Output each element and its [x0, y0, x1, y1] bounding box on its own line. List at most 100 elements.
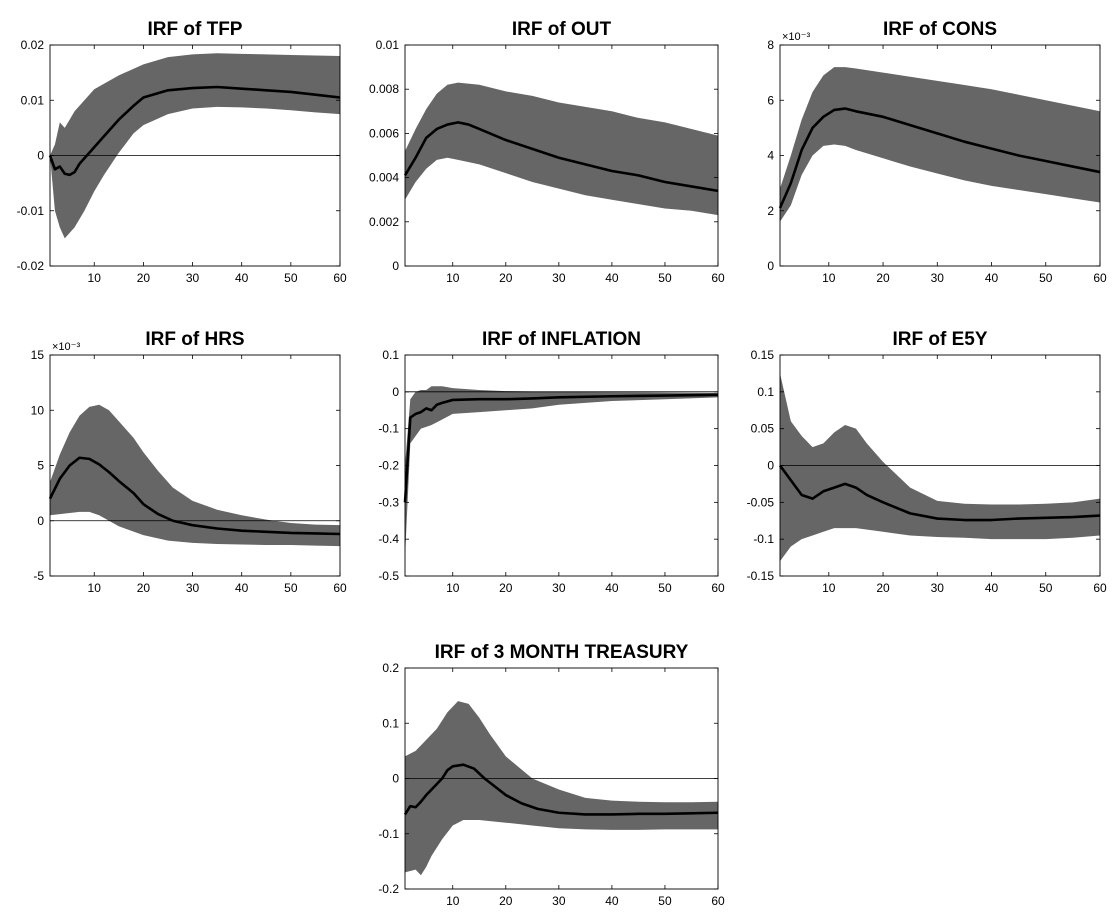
chart-title: IRF of OUT [512, 19, 612, 40]
x-tick-label: 10 [446, 271, 460, 285]
y-tick-label: -0.3 [378, 495, 399, 509]
y-tick-label: -0.01 [17, 204, 45, 218]
y-tick-label: 0.006 [369, 126, 399, 140]
irf-panel-2: 10 20 30 40 50 60 0 0.002 0.004 0.006 0.008 0.01 IRF… [369, 19, 725, 285]
x-tick-label: 30 [552, 894, 566, 908]
y-tick-label: 0.1 [757, 385, 774, 399]
x-tick-label: 60 [711, 271, 725, 285]
x-tick-label: 60 [1093, 271, 1107, 285]
y-tick-label: -0.1 [378, 422, 399, 436]
x-tick-label: 50 [1039, 271, 1053, 285]
x-tick-label: 10 [88, 581, 102, 595]
confidence-band [405, 386, 718, 558]
confidence-band [780, 373, 1100, 562]
chart-title: IRF of TFP [148, 19, 243, 40]
x-tick-label: 50 [658, 271, 672, 285]
x-tick-label: 30 [931, 271, 945, 285]
chart-title: IRF of INFLATION [482, 329, 641, 350]
x-tick-label: 60 [711, 894, 725, 908]
x-tick-label: 10 [88, 271, 102, 285]
x-tick-label: 10 [822, 271, 836, 285]
y-tick-label: 0 [37, 514, 44, 528]
irf-panel-6: 10 20 30 40 50 60 -0.15 -0.1 -0.05 0 0.05 0.1 0.15 IR… [747, 329, 1107, 595]
y-tick-label: -0.1 [753, 532, 774, 546]
y-tick-label: 0.1 [382, 348, 399, 362]
chart-title: IRF of CONS [883, 19, 997, 40]
y-tick-label: 0 [37, 149, 44, 163]
x-tick-label: 60 [1093, 581, 1107, 595]
y-tick-label: 2 [767, 204, 774, 218]
x-tick-label: 20 [876, 581, 890, 595]
y-tick-label: 0 [767, 259, 774, 273]
y-exponent-label: ×10⁻³ [782, 31, 810, 43]
x-tick-label: 60 [333, 271, 347, 285]
y-tick-label: 0.008 [369, 82, 399, 96]
chart-title: IRF of HRS [145, 329, 244, 350]
x-tick-label: 30 [931, 581, 945, 595]
x-tick-label: 50 [284, 581, 298, 595]
y-tick-label: 0.01 [376, 38, 400, 52]
x-tick-label: 60 [333, 581, 347, 595]
y-tick-label: 10 [31, 403, 45, 417]
x-tick-label: 30 [186, 271, 200, 285]
x-tick-label: 40 [235, 271, 249, 285]
x-tick-label: 40 [605, 581, 619, 595]
x-tick-label: 20 [137, 581, 151, 595]
x-tick-label: 20 [499, 581, 513, 595]
x-tick-label: 20 [499, 271, 513, 285]
median-line [48, 456, 341, 536]
y-tick-label: -0.4 [378, 532, 399, 546]
y-tick-label: 0.004 [369, 171, 399, 185]
y-tick-label: 0.02 [21, 38, 45, 52]
y-tick-label: -0.5 [378, 569, 399, 583]
confidence-band [405, 701, 718, 876]
chart-title: IRF of E5Y [892, 329, 987, 350]
irf-panel-3: 10 20 30 40 50 60 0 2 4 6 8 ×10⁻³ IRF of CONS [767, 19, 1107, 285]
irf-panel-1: 10 20 30 40 50 60 -0.02 -0.01 0 0.01 0.02 IRF of TF… [17, 19, 347, 285]
x-tick-label: 50 [658, 581, 672, 595]
confidence-band [50, 404, 340, 547]
y-exponent-label: ×10⁻³ [52, 341, 80, 353]
x-tick-label: 10 [822, 581, 836, 595]
x-tick-label: 30 [552, 581, 566, 595]
y-tick-label: 0 [392, 259, 399, 273]
y-tick-label: 0.05 [751, 422, 775, 436]
confidence-band [405, 82, 718, 216]
y-tick-label: 0.15 [751, 348, 775, 362]
chart-title: IRF of 3 MONTH TREASURY [435, 642, 689, 663]
y-tick-label: 0.01 [21, 93, 45, 107]
y-tick-label: -0.2 [378, 882, 399, 896]
y-tick-label: -0.02 [17, 259, 45, 273]
x-tick-label: 30 [552, 271, 566, 285]
irf-panel-5: 10 20 30 40 50 60 -0.5 -0.4 -0.3 -0.2 -0.1 0 0.1 IRF … [378, 329, 725, 595]
y-tick-label: -0.2 [378, 459, 399, 473]
median-line [48, 85, 341, 177]
x-tick-label: 40 [985, 581, 999, 595]
x-tick-label: 10 [446, 894, 460, 908]
y-tick-label: 0 [392, 385, 399, 399]
x-tick-label: 50 [658, 894, 672, 908]
irf-panel-4: 10 20 30 40 50 60 -5 0 5 10 15 ×10⁻³ IRF of HRS [31, 329, 347, 595]
x-tick-label: 40 [605, 271, 619, 285]
y-tick-label: -0.15 [747, 569, 775, 583]
median-line [403, 393, 719, 503]
x-tick-label: 60 [711, 581, 725, 595]
median-line [778, 107, 1101, 209]
x-tick-label: 40 [605, 894, 619, 908]
y-tick-label: 5 [37, 459, 44, 473]
y-tick-label: 15 [31, 348, 45, 362]
x-tick-label: 10 [446, 581, 460, 595]
x-tick-label: 50 [1039, 581, 1053, 595]
y-tick-label: 0.1 [382, 716, 399, 730]
median-line [778, 464, 1101, 522]
y-tick-label: 6 [767, 93, 774, 107]
y-tick-label: 8 [767, 38, 774, 52]
x-tick-label: 50 [284, 271, 298, 285]
y-tick-label: 0 [392, 772, 399, 786]
y-tick-label: -0.1 [378, 827, 399, 841]
x-tick-label: 30 [186, 581, 200, 595]
axes-box [404, 44, 719, 267]
y-tick-label: 0.002 [369, 215, 399, 229]
median-line [403, 763, 719, 816]
x-tick-label: 20 [876, 271, 890, 285]
